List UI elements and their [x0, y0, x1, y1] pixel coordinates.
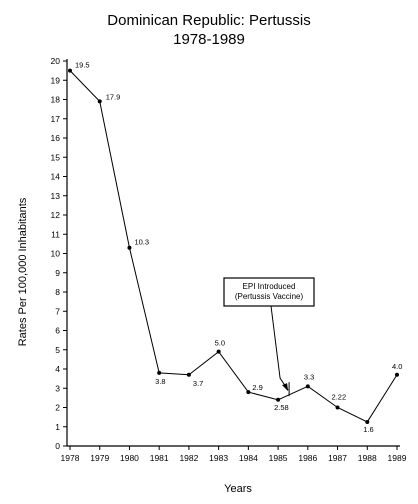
- data-point: [186, 372, 191, 377]
- annotation-text: EPI Introduced: [243, 282, 296, 291]
- x-tick-label: 1980: [120, 453, 139, 463]
- y-tick-label: 1: [55, 422, 60, 432]
- y-tick-label: 14: [51, 172, 61, 182]
- y-tick-label: 0: [55, 441, 60, 451]
- x-tick-label: 1984: [239, 453, 258, 463]
- y-tick-label: 16: [51, 133, 61, 143]
- y-tick-label: 20: [51, 56, 61, 66]
- x-tick-label: 1987: [328, 453, 347, 463]
- y-tick-label: 18: [51, 95, 61, 105]
- y-tick-label: 11: [51, 229, 60, 239]
- y-tick-label: 15: [51, 152, 61, 162]
- y-tick-label: 12: [51, 210, 61, 220]
- data-label: 10.3: [134, 238, 149, 247]
- y-tick-label: 4: [55, 364, 60, 374]
- annotation-arrow: [270, 305, 289, 391]
- x-tick-label: 1979: [90, 453, 109, 463]
- x-tick-label: 1989: [388, 453, 407, 463]
- y-tick-label: 19: [51, 75, 61, 85]
- x-tick-label: 1981: [150, 453, 169, 463]
- y-tick-label: 10: [51, 249, 61, 259]
- y-tick-label: 5: [55, 345, 60, 355]
- x-tick-label: 1985: [269, 453, 288, 463]
- y-tick-label: 7: [55, 306, 60, 316]
- y-tick-label: 2: [55, 403, 60, 413]
- x-tick-label: 1978: [61, 453, 80, 463]
- data-point: [216, 349, 221, 354]
- y-tick-label: 6: [55, 326, 60, 336]
- data-label: 17.9: [106, 92, 121, 101]
- data-label: 4.0: [392, 362, 402, 371]
- data-point: [365, 419, 370, 424]
- y-tick-label: 9: [55, 268, 60, 278]
- data-point: [246, 390, 251, 395]
- data-label: 1.6: [363, 425, 373, 434]
- data-label: 3.3: [304, 372, 314, 381]
- data-point: [97, 99, 102, 104]
- x-tick-label: 1982: [179, 453, 198, 463]
- x-tick-label: 1986: [298, 453, 317, 463]
- data-point: [68, 68, 72, 73]
- series-line: [69, 70, 398, 423]
- data-point: [335, 405, 340, 410]
- annotation-box: [223, 277, 315, 307]
- data-label: 19.5: [75, 61, 90, 70]
- y-tick-label: 17: [51, 114, 61, 124]
- data-point: [127, 245, 132, 250]
- y-tick-label: 8: [55, 287, 60, 297]
- data-label: 2.58: [274, 403, 289, 412]
- y-tick-label: 3: [55, 383, 60, 393]
- data-label: 3.7: [193, 379, 203, 388]
- annotation-arrowhead: [282, 383, 289, 392]
- data-label: 2.22: [332, 393, 347, 402]
- data-point: [305, 384, 310, 389]
- y-axis-title: Rates Per 100,000 Inhabitants: [17, 197, 29, 346]
- chart-subtitle: 1978-1989: [173, 31, 245, 48]
- data-label: 2.9: [252, 383, 262, 392]
- x-tick-label: 1983: [209, 453, 228, 463]
- chart-title: Dominican Republic: Pertussis: [107, 12, 311, 29]
- data-label: 3.8: [155, 377, 165, 386]
- x-axis-title: Years: [224, 483, 252, 495]
- data-point: [157, 370, 162, 375]
- data-label: 5.0: [215, 339, 225, 348]
- data-point: [276, 397, 281, 402]
- data-point: [395, 372, 399, 377]
- x-tick-label: 1988: [358, 453, 377, 463]
- annotation-text: (Pertussis Vaccine): [235, 292, 304, 301]
- y-tick-label: 13: [51, 191, 61, 201]
